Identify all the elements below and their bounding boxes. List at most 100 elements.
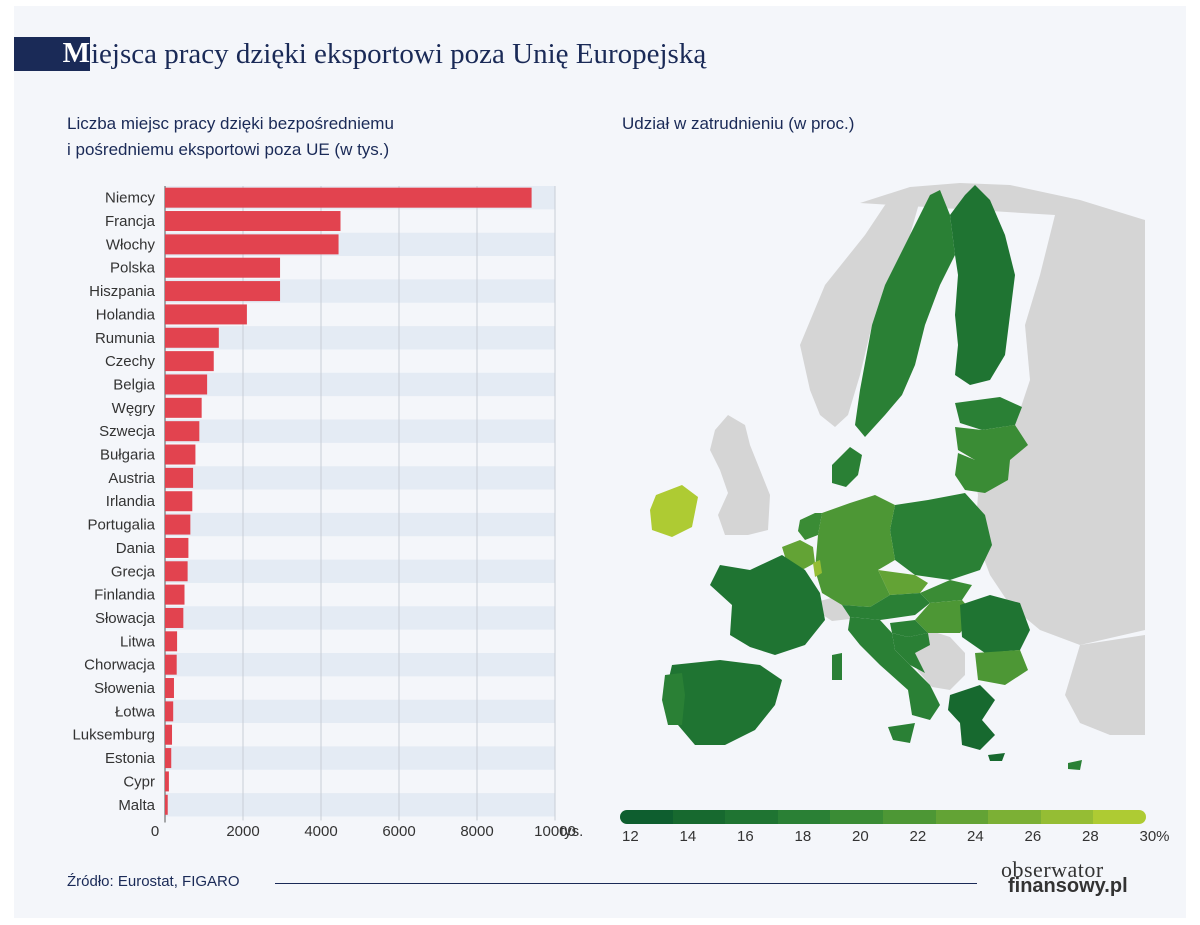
bar: [165, 584, 185, 605]
luxembourg: [813, 560, 822, 577]
source-divider: [275, 883, 977, 884]
bar: [165, 374, 208, 395]
bar: [165, 537, 189, 558]
croatia: [892, 633, 930, 673]
bar: [165, 654, 177, 675]
category-label: Malta: [118, 797, 155, 814]
bar: [165, 327, 219, 348]
logo-line2: finansowy.pl: [1008, 875, 1128, 897]
category-label: Słowenia: [94, 680, 156, 697]
scale-label: 12: [622, 828, 639, 845]
norway: [800, 190, 920, 427]
turkey: [1065, 635, 1145, 735]
category-label: Bułgaria: [100, 447, 156, 464]
title-initial-box: M: [14, 37, 90, 71]
non-eu-east: [860, 183, 1145, 645]
title-initial: M: [62, 37, 90, 69]
category-label: Litwa: [120, 633, 156, 650]
x-unit-label: tys.: [560, 823, 583, 840]
bar: [165, 607, 184, 628]
bar: [165, 187, 532, 208]
category-label: Austria: [108, 470, 155, 487]
bar: [165, 794, 168, 815]
category-label: Luksemburg: [72, 727, 155, 744]
bar: [165, 304, 247, 325]
category-label: Czechy: [105, 353, 156, 370]
bar-chart-subtitle-line1: Liczba miejsc pracy dzięki bezpośredniem…: [67, 114, 394, 133]
title-text: iejsca pracy dzięki eksportowi poza Unię…: [91, 38, 707, 70]
category-label: Estonia: [105, 750, 156, 767]
category-label: Szwecja: [99, 423, 156, 440]
bar: [165, 467, 194, 488]
logo-line1: obserwator: [1001, 857, 1104, 882]
scale-segment: [777, 810, 831, 824]
scale-segment: [830, 810, 883, 824]
scale-segment: [935, 810, 989, 824]
row-stripe: [165, 653, 555, 677]
cyprus: [1068, 760, 1082, 770]
map-subtitle: Udział w zatrudnieniu (w proc.): [622, 114, 855, 133]
bar: [165, 421, 200, 442]
category-label: Rumunia: [95, 330, 156, 347]
x-tick-label: 8000: [460, 823, 493, 840]
row-stripe: [165, 512, 555, 537]
category-label: Portugalia: [87, 517, 155, 534]
greece: [948, 685, 995, 750]
bar: [165, 211, 341, 232]
row-stripe: [165, 559, 555, 583]
category-label: Cypr: [123, 773, 155, 790]
poland: [890, 493, 992, 580]
category-label: Finlandia: [94, 587, 156, 604]
scale-label: 30%: [1139, 828, 1170, 845]
europe-map: [610, 175, 1150, 785]
bar: [165, 257, 281, 278]
x-tick-label: 10000: [534, 823, 576, 840]
scale-label: 28: [1082, 828, 1099, 845]
row-stripe: [165, 699, 555, 724]
category-label: Włochy: [106, 236, 156, 253]
scale-segment: [882, 810, 936, 824]
portugal: [662, 673, 685, 725]
slovenia: [890, 620, 928, 637]
category-label: Grecja: [111, 563, 156, 580]
austria: [842, 593, 930, 620]
scale-label: 24: [967, 828, 984, 845]
bar: [165, 514, 191, 535]
category-label: Irlandia: [106, 493, 156, 510]
row-stripe: [165, 466, 555, 490]
hungary: [915, 600, 975, 633]
bar: [165, 351, 214, 372]
x-tick-label: 6000: [382, 823, 415, 840]
bar: [165, 631, 178, 652]
estonia: [955, 397, 1022, 430]
slovakia: [920, 580, 972, 603]
denmark: [832, 447, 862, 487]
scale-segment: [620, 810, 673, 824]
scale-label: 20: [852, 828, 869, 845]
sicily: [888, 723, 915, 743]
category-label: Polska: [110, 260, 156, 277]
czechia: [878, 570, 928, 595]
bulgaria: [975, 650, 1028, 685]
ireland: [650, 485, 698, 537]
netherlands: [798, 513, 822, 540]
category-label: Słowacja: [95, 610, 156, 627]
latvia: [955, 425, 1028, 460]
italy: [848, 617, 940, 720]
great-britain: [710, 415, 770, 535]
scale-segment: [1040, 810, 1094, 824]
category-label: Holandia: [96, 306, 156, 323]
crete: [988, 753, 1005, 761]
color-scale: [620, 810, 1146, 824]
category-label: Niemcy: [105, 190, 156, 207]
scale-segment: [725, 810, 778, 824]
category-label: Francja: [105, 213, 156, 230]
row-stripe: [165, 746, 555, 770]
page-title: M iejsca pracy dzięki eksportowi poza Un…: [14, 37, 706, 71]
category-label: Dania: [116, 540, 156, 557]
bar: [165, 444, 196, 465]
bar-chart-subtitle-line2: i pośredniemu eksportowi poza UE (w tys.…: [67, 140, 390, 159]
bar-chart-subtitle: Liczba miejsc pracy dzięki bezpośredniem…: [67, 111, 487, 163]
scale-label: 16: [737, 828, 754, 845]
x-tick-label: 2000: [226, 823, 259, 840]
